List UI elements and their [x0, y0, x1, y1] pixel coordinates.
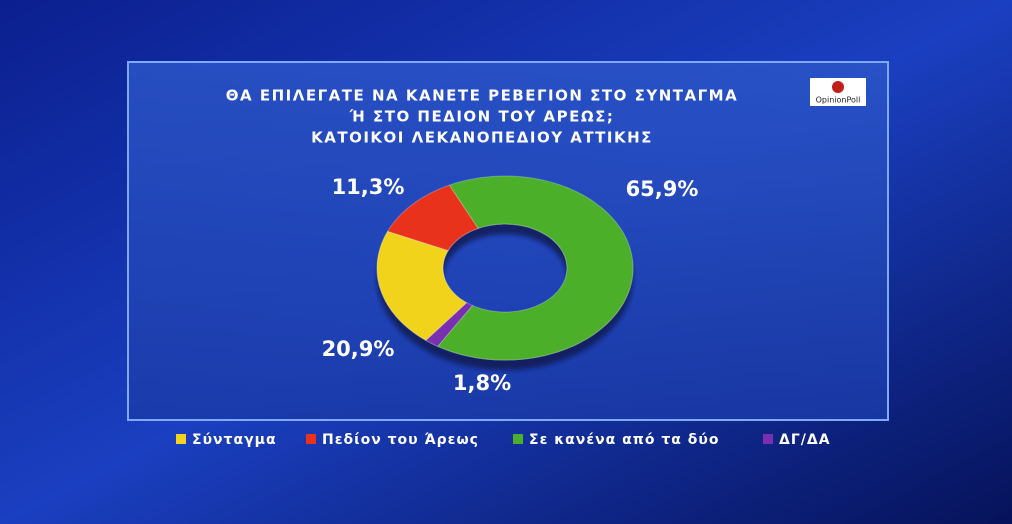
title-line: ΘΑ ΕΠΙΛΕΓΑΤΕ ΝΑ ΚΑΝΕΤΕ ΡΕΒΕΓΙΟΝ ΣΤΟ ΣΥΝΤ… [226, 87, 738, 105]
legend-label: Πεδίον του Άρεως [322, 432, 479, 448]
value-label: 11,3% [332, 175, 405, 199]
legend-marker [513, 434, 523, 444]
legend-label: Σε κανένα από τα δύο [529, 432, 719, 448]
legend-marker [763, 434, 773, 444]
logo-icon [832, 81, 844, 93]
legend-label: Σύνταγμα [192, 432, 277, 448]
legend-marker [306, 434, 316, 444]
value-label: 1,8% [453, 371, 511, 395]
donut-slice [386, 184, 479, 252]
logo-text: OpinionPoll [816, 96, 861, 105]
title-line: ΚΑΤΟΙΚΟΙ ΛΕΚΑΝΟΠΕΔΙΟΥ ΑΤΤΙΚΗΣ [311, 129, 653, 147]
legend-label: ΔΓ/ΔΑ [779, 432, 831, 448]
value-label: 65,9% [626, 177, 699, 201]
title: ΘΑ ΕΠΙΛΕΓΑΤΕ ΝΑ ΚΑΝΕΤΕ ΡΕΒΕΓΙΟΝ ΣΤΟ ΣΥΝΤ… [226, 87, 738, 147]
value-label: 20,9% [322, 337, 395, 361]
title-line: Ή ΣΤΟ ΠΕΔΙΟΝ ΤΟΥ ΑΡΕΩΣ; [349, 108, 615, 126]
donut [376, 175, 634, 361]
legend-marker [176, 434, 186, 444]
